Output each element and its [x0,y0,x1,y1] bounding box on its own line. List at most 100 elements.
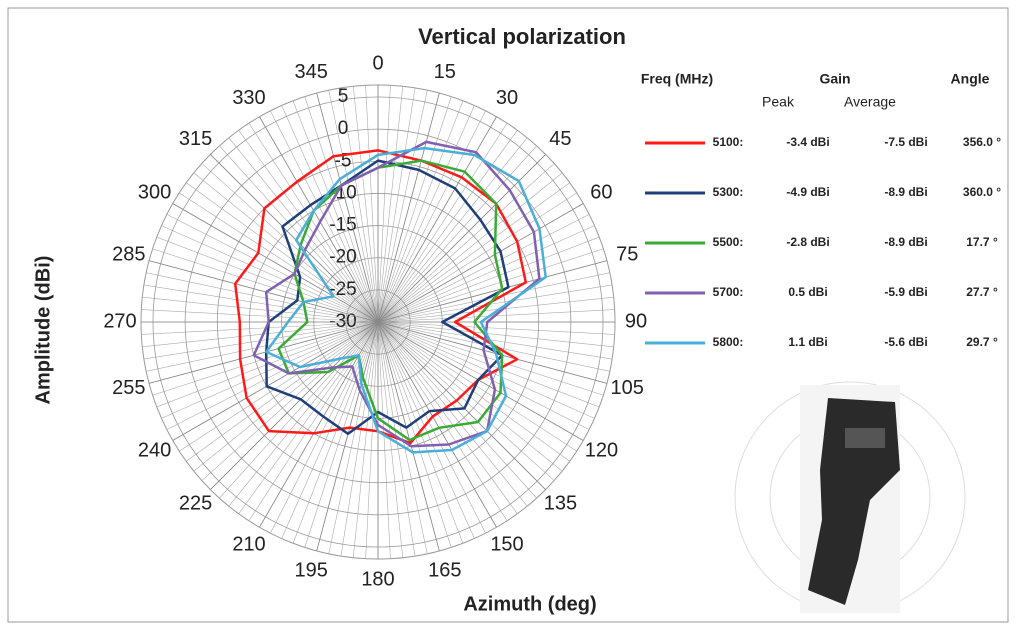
legend-peak: -2.8 dBi [786,235,829,249]
angle-tick-label: 0 [372,52,383,74]
angle-tick-label: 240 [138,439,171,461]
minor-spoke [377,321,518,514]
grid-spoke [377,321,497,528]
r-tick-label: -15 [329,215,356,236]
r-tick-label: -25 [329,279,356,300]
minor-spoke [304,96,379,323]
minor-spoke [377,182,570,323]
minor-spoke [377,321,486,534]
grid-spoke [377,116,497,323]
minor-spoke [377,321,615,335]
minor-spoke [201,321,379,481]
legend-peak: 0.5 dBi [788,285,827,299]
legend-label: 5100: [713,135,744,149]
minor-spoke [377,321,604,396]
legend-peak: 1.1 dBi [788,335,827,349]
angle-tick-label: 210 [232,534,265,556]
grid-spoke [316,92,379,323]
minor-spoke [377,100,464,323]
minor-spoke [142,296,379,323]
legend-angle: 29.7 ° [966,335,998,349]
minor-spoke [146,321,379,372]
legend-angle: 360.0 ° [963,185,1001,199]
minor-spoke [377,236,600,323]
minor-spoke [377,321,613,360]
angle-tick-label: 300 [138,181,171,203]
angle-tick-label: 120 [585,439,618,461]
minor-spoke [146,272,379,323]
grid-spoke [210,321,379,490]
legend-peak: -3.4 dBi [786,135,829,149]
minor-spoke [166,321,379,430]
y-axis-label: Amplitude (dBi) [32,256,54,405]
legend-subheader: Peak [762,94,795,110]
minor-spoke [281,105,379,323]
angle-tick-label: 150 [490,534,523,556]
minor-spoke [377,321,577,452]
angle-tick-label: 90 [625,310,647,332]
minor-spoke [142,321,379,348]
legend-label: 5500: [713,235,744,249]
legend-header: Gain [819,71,850,87]
angle-tick-label: 180 [361,568,394,590]
minor-spoke [352,86,379,323]
minor-spoke [377,321,391,559]
legend-subheader: Average [844,94,896,110]
minor-spoke [377,137,528,323]
grid-spoke [377,154,546,323]
grid-spoke [377,321,584,441]
legend-label: 5700: [713,285,744,299]
angle-tick-label: 60 [590,181,612,203]
minor-spoke [377,284,613,323]
angle-tick-label: 75 [616,244,638,266]
minor-spoke [365,321,379,559]
minor-spoke [292,321,379,544]
minor-spoke [377,163,555,323]
legend-label: 5800: [713,335,744,349]
minor-spoke [228,321,379,507]
grid-spoke [148,321,379,384]
legend-header: Angle [951,71,990,87]
minor-spoke [143,284,379,323]
angle-tick-label: 105 [611,377,644,399]
minor-spoke [377,321,428,554]
legend-average: -7.5 dBi [884,135,927,149]
minor-spoke [141,309,379,323]
minor-spoke [377,130,518,323]
grid-spoke [210,154,379,323]
minor-spoke [377,172,563,323]
angle-tick-label: 285 [112,244,145,266]
minor-spoke [152,248,379,323]
grid-spoke [377,203,584,323]
minor-spoke [340,87,379,323]
minor-spoke [219,321,379,499]
angle-tick-label: 135 [544,493,577,515]
minor-spoke [377,90,428,323]
minor-spoke [141,321,379,335]
minor-spoke [377,105,475,323]
minor-spoke [377,85,391,323]
series-line [264,159,510,436]
r-tick-label: 0 [338,118,349,139]
grid-spoke [377,321,546,490]
minor-spoke [179,192,379,323]
legend-peak: -4.9 dBi [786,185,829,199]
legend-average: -5.6 dBi [884,335,927,349]
minor-spoke [161,225,379,323]
grid-spoke [259,116,379,323]
minor-spoke [352,321,379,558]
minor-spoke [377,225,595,323]
legend-angle: 356.0 ° [963,135,1001,149]
legend-header: Freq (MHz) [641,71,713,87]
minor-spoke [186,182,379,323]
minor-spoke [377,86,404,323]
minor-spoke [193,321,379,472]
grid-spoke [316,321,379,552]
angle-tick-label: 345 [295,61,328,83]
legend-average: -5.9 dBi [884,285,927,299]
r-tick-label: -20 [329,247,356,268]
minor-spoke [377,321,475,539]
minor-spoke [377,248,604,323]
grid-spoke [377,321,440,552]
